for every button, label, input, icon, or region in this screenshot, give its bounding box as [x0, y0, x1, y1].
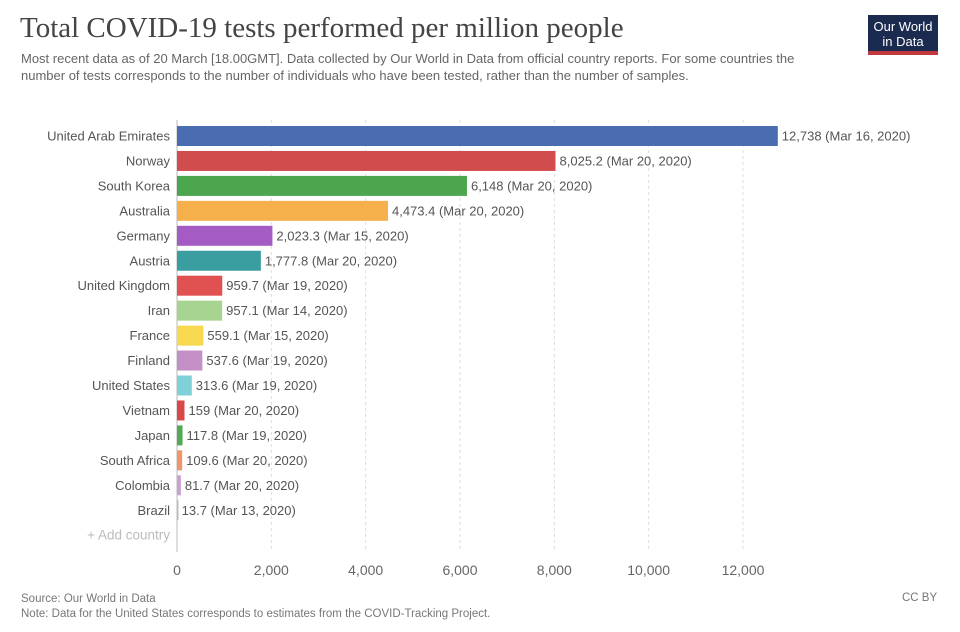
value-label: 13.7 (Mar 13, 2020) [182, 503, 296, 518]
owid-logo[interactable]: Our World in Data [868, 15, 938, 55]
category-label[interactable]: Norway [126, 153, 171, 168]
category-label[interactable]: Australia [119, 203, 170, 218]
value-label: 2,023.3 (Mar 15, 2020) [276, 228, 408, 243]
x-tick-label: 10,000 [627, 562, 670, 578]
category-label[interactable]: United States [92, 378, 171, 393]
chart-title: Total COVID-19 tests performed per milli… [20, 12, 624, 44]
license-link[interactable]: CC BY [902, 592, 938, 604]
bar [177, 350, 203, 371]
value-label: 117.8 (Mar 19, 2020) [187, 428, 307, 443]
bar [177, 375, 192, 396]
x-tick-label: 6,000 [442, 562, 477, 578]
category-label[interactable]: Finland [127, 353, 170, 368]
value-label: 12,738 (Mar 16, 2020) [782, 129, 911, 144]
bar [177, 225, 273, 246]
x-tick-label: 8,000 [537, 562, 572, 578]
category-label[interactable]: Iran [148, 303, 170, 318]
value-label: 957.1 (Mar 14, 2020) [226, 303, 347, 318]
footer-notes: Source: Our World in Data Note: Data for… [21, 592, 490, 622]
note-text: Note: Data for the United States corresp… [21, 608, 491, 620]
value-label: 4,473.4 (Mar 20, 2020) [392, 203, 524, 218]
bar [177, 300, 223, 321]
bar [177, 150, 556, 171]
category-label[interactable]: Brazil [137, 503, 170, 518]
x-tick-label: 0 [173, 562, 181, 578]
bar [177, 250, 261, 271]
bar [177, 475, 181, 496]
value-label: 159 (Mar 20, 2020) [188, 403, 299, 418]
category-label[interactable]: Japan [135, 428, 170, 443]
category-label[interactable]: Germany [117, 228, 171, 243]
category-label[interactable]: United Arab Emirates [47, 129, 170, 144]
bar [177, 450, 183, 471]
bar [177, 200, 388, 221]
value-label: 537.6 (Mar 19, 2020) [206, 353, 327, 368]
category-label[interactable]: Colombia [115, 478, 171, 493]
category-label[interactable]: France [130, 328, 170, 343]
bar [177, 126, 778, 146]
value-label: 81.7 (Mar 20, 2020) [185, 478, 299, 493]
x-tick-label: 4,000 [348, 562, 383, 578]
logo-line-2: in Data [882, 34, 924, 49]
value-label: 8,025.2 (Mar 20, 2020) [560, 153, 692, 168]
bar [177, 275, 223, 296]
value-label: 109.6 (Mar 20, 2020) [186, 453, 307, 468]
chart-subtitle: Most recent data as of 20 March [18.00GM… [21, 51, 795, 83]
category-label[interactable]: United Kingdom [78, 278, 171, 293]
value-label: 959.7 (Mar 19, 2020) [226, 278, 347, 293]
category-label[interactable]: South Korea [98, 178, 171, 193]
source-text: Source: Our World in Data [21, 593, 156, 605]
bar [177, 400, 185, 421]
category-label[interactable]: Vietnam [123, 403, 170, 418]
value-label: 559.1 (Mar 15, 2020) [207, 328, 328, 343]
x-tick-label: 12,000 [722, 562, 765, 578]
bar [177, 425, 183, 446]
value-label: 1,777.8 (Mar 20, 2020) [265, 253, 397, 268]
bar [177, 175, 467, 196]
bar [177, 500, 179, 521]
add-country-button[interactable]: + Add country [87, 528, 170, 543]
category-label[interactable]: South Africa [100, 453, 171, 468]
category-label[interactable]: Austria [130, 253, 171, 268]
bar [177, 325, 204, 346]
value-label: 313.6 (Mar 19, 2020) [196, 378, 317, 393]
x-tick-label: 2,000 [254, 562, 289, 578]
value-label: 6,148 (Mar 20, 2020) [471, 178, 592, 193]
logo-line-1: Our World [873, 19, 933, 34]
